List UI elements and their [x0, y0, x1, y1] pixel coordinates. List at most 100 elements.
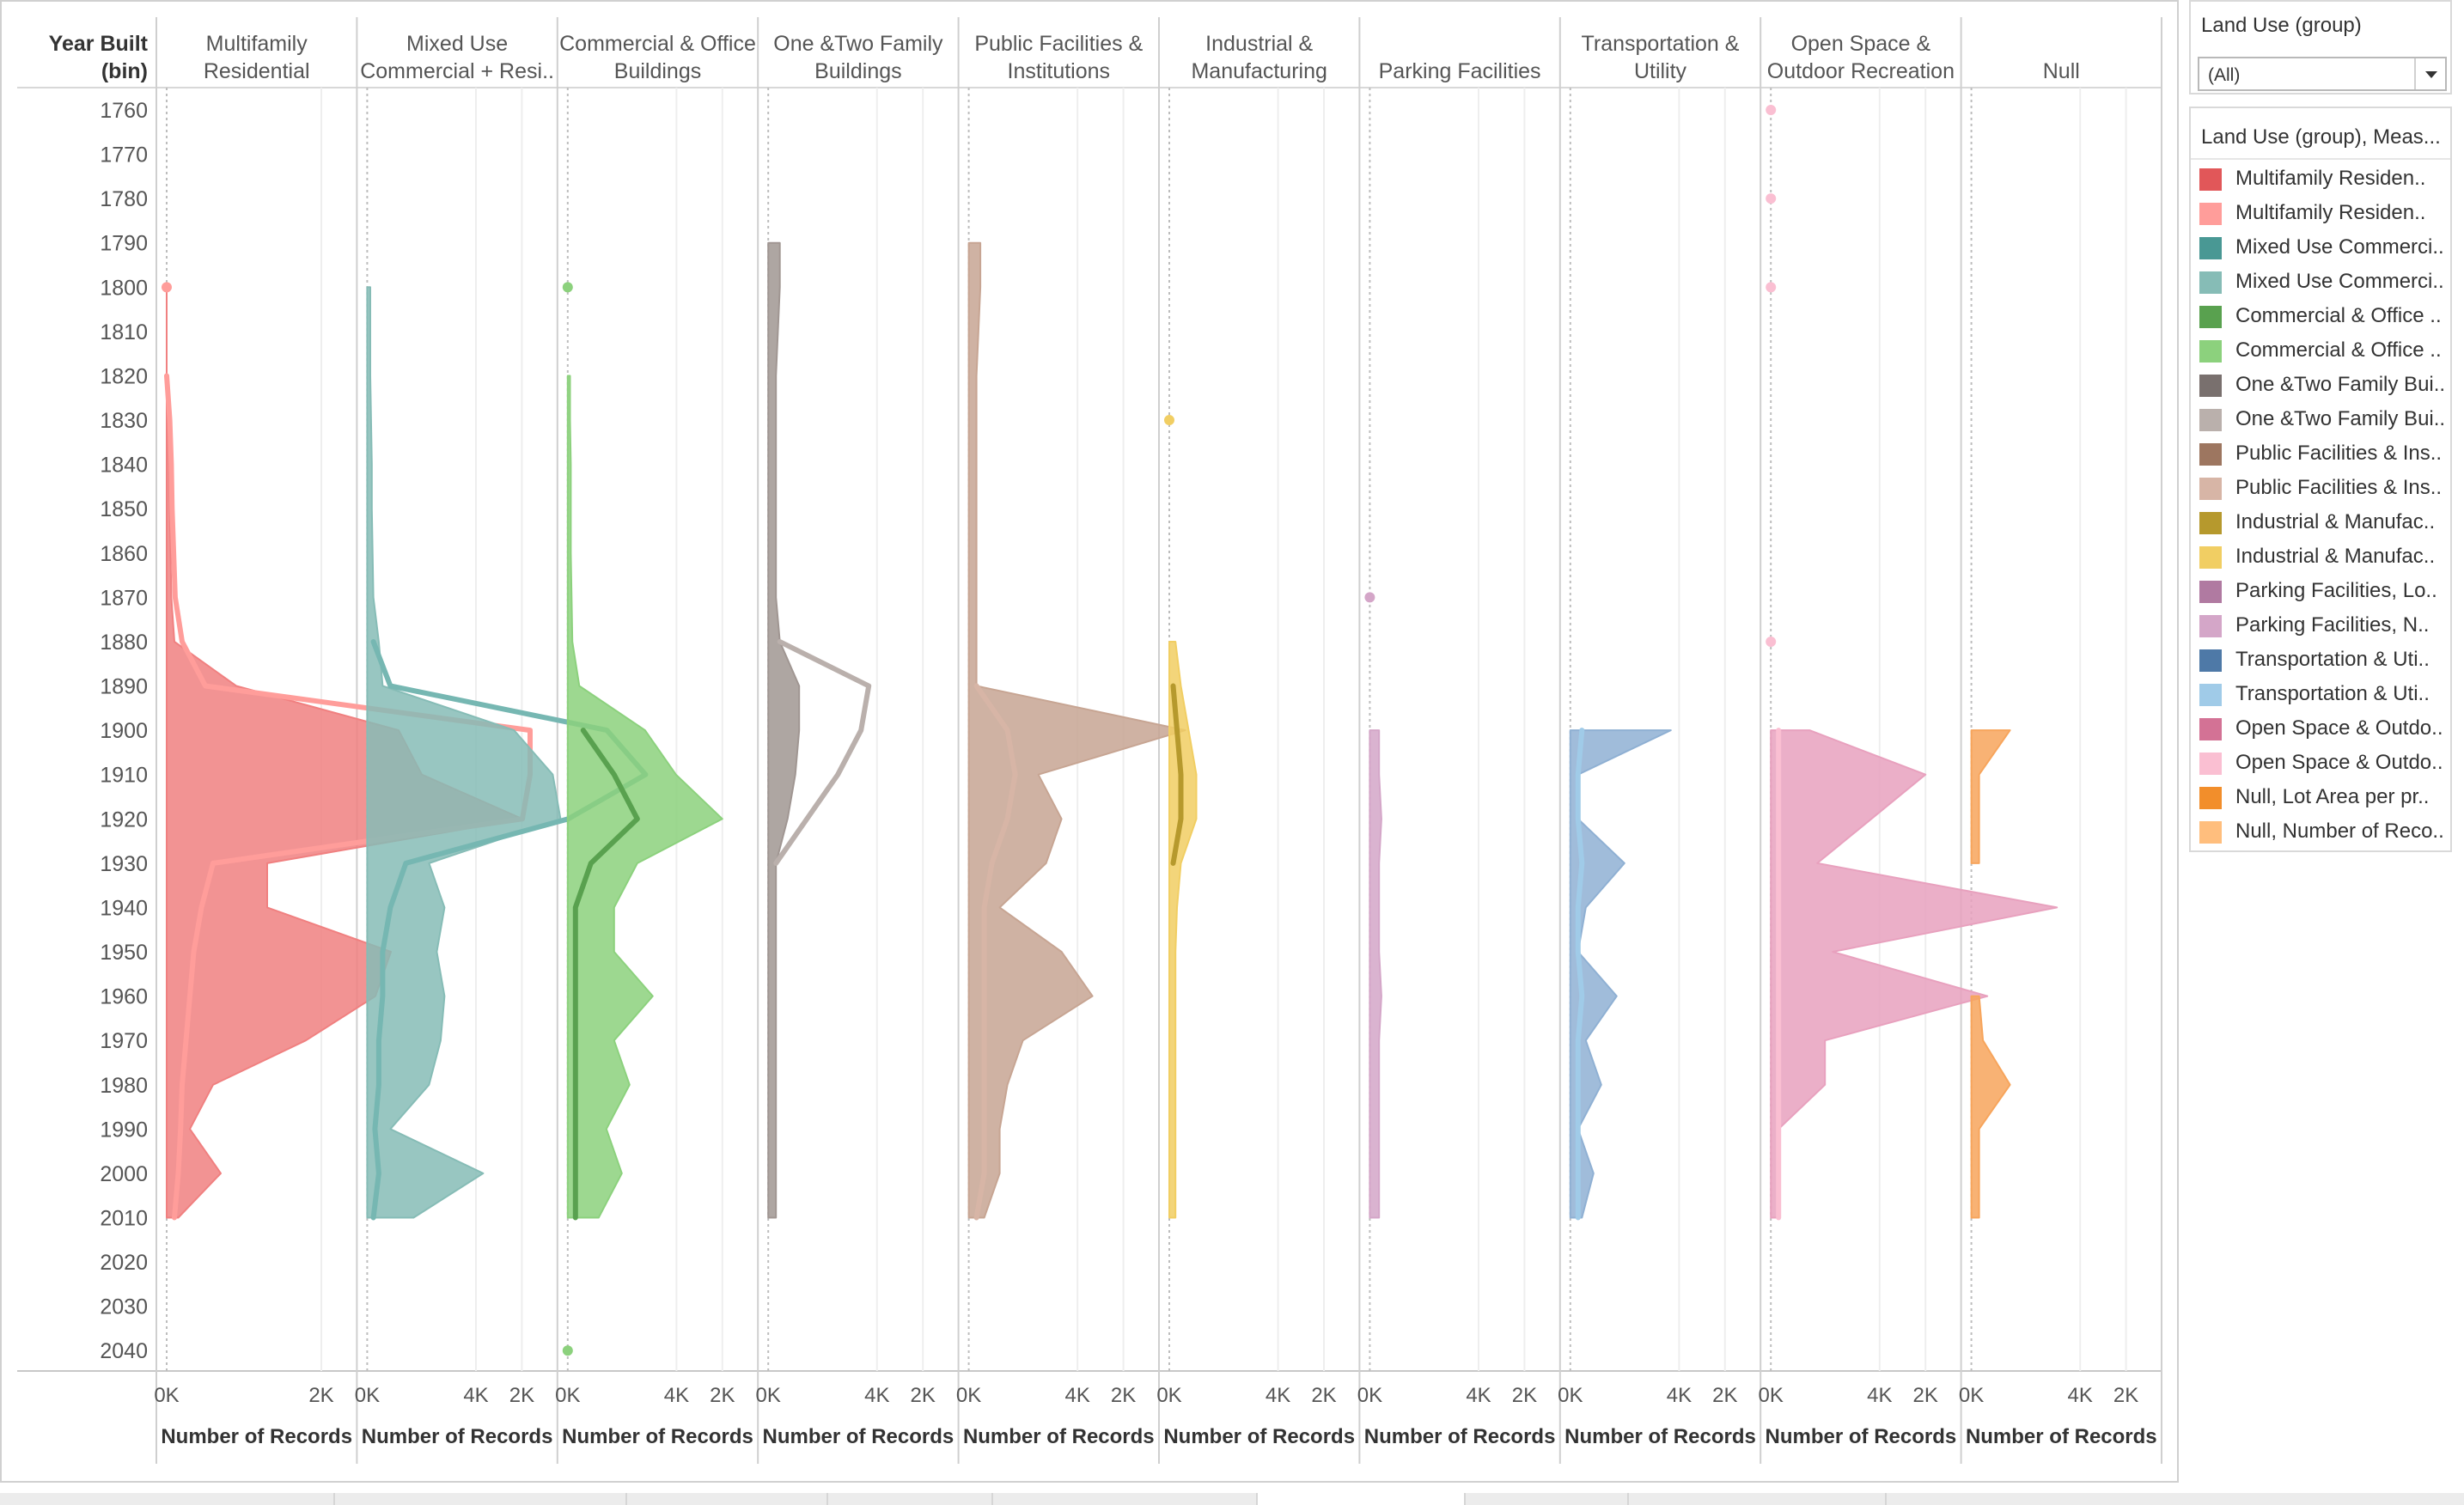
- y-tick-label: 1970: [100, 1029, 148, 1053]
- legend-swatch: [2199, 271, 2222, 294]
- x-tick-label: 0K: [1759, 1384, 1784, 1407]
- legend-label: Multifamily Residen..: [2235, 167, 2426, 190]
- chart-svg: Year Built (bin) 1760 1770 1780 1790 1800 1810 1…: [17, 17, 2162, 1464]
- legend-swatch: [2199, 443, 2222, 466]
- x-tick-label: 2K: [1712, 1384, 1737, 1407]
- data-point: [1766, 193, 1777, 204]
- x-axis-title: Number of Records: [161, 1425, 352, 1448]
- panel-title: Commercial + Resi..: [360, 59, 554, 83]
- legend-item[interactable]: Industrial & Manufac..: [2199, 541, 2449, 572]
- legend-label: Parking Facilities, Lo..: [2235, 579, 2437, 602]
- panel-title: Open Space &: [1791, 32, 1931, 56]
- legend-swatch: [2199, 168, 2222, 191]
- legend-label: Commercial & Office ..: [2235, 304, 2442, 327]
- data-point: [1364, 592, 1375, 603]
- x-tick-label: 2K: [1311, 1384, 1336, 1407]
- legend-item[interactable]: Multifamily Residen..: [2199, 198, 2449, 228]
- series-line: [973, 683, 1018, 1221]
- legend-swatch: [2199, 615, 2222, 637]
- legend-swatch: [2199, 581, 2222, 603]
- legend-item[interactable]: Parking Facilities, Lo..: [2199, 576, 2449, 606]
- legend-label: Public Facilities & Ins..: [2235, 476, 2443, 499]
- legend-item[interactable]: Public Facilities & Ins..: [2199, 438, 2449, 469]
- active-sheet-tab[interactable]: [1258, 1493, 1464, 1505]
- panel-title: Parking Facilities: [1379, 59, 1541, 83]
- y-tick-label: 1830: [100, 409, 148, 433]
- legend-item[interactable]: Commercial & Office ..: [2199, 301, 2449, 332]
- series-area: [566, 375, 723, 1219]
- legend-label: Transportation & Uti..: [2235, 648, 2430, 671]
- legend-item[interactable]: Transportation & Uti..: [2199, 644, 2449, 675]
- legend-swatch: [2199, 478, 2222, 500]
- chevron-down-icon[interactable]: [2414, 58, 2445, 89]
- y-tick-label: 1960: [100, 985, 148, 1009]
- x-tick-label: 0K: [1959, 1384, 1984, 1407]
- legend-item[interactable]: Open Space & Outdo..: [2199, 747, 2449, 778]
- legend-item[interactable]: Mixed Use Commerci..: [2199, 232, 2449, 263]
- y-tick-label: 1950: [100, 941, 148, 965]
- row-header-title: (bin): [101, 59, 148, 83]
- legend-title: Land Use (group), Meas...: [2201, 125, 2441, 149]
- legend-item[interactable]: Transportation & Uti..: [2199, 679, 2449, 710]
- legend-label: Commercial & Office ..: [2235, 338, 2442, 362]
- legend-item[interactable]: Mixed Use Commerci..: [2199, 266, 2449, 297]
- legend-label: Mixed Use Commerci..: [2235, 235, 2444, 259]
- y-tick-label: 1920: [100, 807, 148, 832]
- series-area: [767, 241, 801, 1219]
- data-point: [1164, 415, 1174, 426]
- legend-swatch: [2199, 306, 2222, 328]
- legend-swatch: [2199, 821, 2222, 844]
- panel-title: Public Facilities &: [974, 32, 1143, 56]
- legend-swatch: [2199, 684, 2222, 706]
- y-tick-label: 1810: [100, 320, 148, 344]
- series-area: [1168, 640, 1198, 1219]
- panel-title: Institutions: [1008, 59, 1111, 83]
- x-tick-label: 0K: [1357, 1384, 1382, 1407]
- y-tick-label: 1800: [100, 276, 148, 300]
- x-tick-label: 0K: [555, 1384, 580, 1407]
- y-tick-label: 1850: [100, 497, 148, 521]
- x-axis-title: Number of Records: [1966, 1425, 2157, 1448]
- legend-item[interactable]: Parking Facilities, N..: [2199, 610, 2449, 641]
- panel-title: Buildings: [814, 59, 901, 83]
- legend-label: One &Two Family Bui..: [2235, 373, 2446, 396]
- panel-title: Outdoor Recreation: [1767, 59, 1955, 83]
- x-tick-label: 2K: [1913, 1384, 1938, 1407]
- filter-title: Land Use (group): [2201, 14, 2362, 37]
- land-use-select[interactable]: (All): [2198, 57, 2447, 91]
- x-tick-label: 0K: [756, 1384, 781, 1407]
- x-tick-label: 4K: [1667, 1384, 1692, 1407]
- legend-label: One &Two Family Bui..: [2235, 407, 2446, 430]
- legend-item[interactable]: Open Space & Outdo..: [2199, 713, 2449, 744]
- legend-item[interactable]: Public Facilities & Ins..: [2199, 472, 2449, 503]
- y-tick-label: 1840: [100, 454, 148, 478]
- legend-divider: [2191, 158, 2450, 160]
- series-area: [967, 241, 1186, 1219]
- legend-item[interactable]: Commercial & Office ..: [2199, 335, 2449, 366]
- legend-swatch: [2199, 787, 2222, 809]
- series-area: [1970, 995, 2011, 1219]
- legend-item[interactable]: Null, Number of Reco..: [2199, 816, 2449, 847]
- legend-label: Mixed Use Commerci..: [2235, 270, 2444, 293]
- legend-swatch: [2199, 649, 2222, 672]
- land-use-filter: Land Use (group) (All): [2189, 0, 2452, 94]
- legend-item[interactable]: Multifamily Residen..: [2199, 163, 2449, 194]
- x-axis-title: Number of Records: [1564, 1425, 1756, 1448]
- x-tick-label: 2K: [1512, 1384, 1537, 1407]
- legend-item[interactable]: Null, Lot Area per pr..: [2199, 782, 2449, 813]
- x-tick-label: 2K: [509, 1384, 534, 1407]
- legend-swatch: [2199, 203, 2222, 225]
- legend-label: Industrial & Manufac..: [2235, 545, 2436, 568]
- sheet-tab-strip: [0, 1493, 2464, 1505]
- legend-swatch: [2199, 512, 2222, 534]
- y-tick-label: 1940: [100, 896, 148, 920]
- legend-swatch: [2199, 718, 2222, 740]
- y-tick-label: 1860: [100, 542, 148, 566]
- x-tick-label: 0K: [154, 1384, 179, 1407]
- legend-label: Open Space & Outdo..: [2235, 716, 2443, 740]
- legend-item[interactable]: Industrial & Manufac..: [2199, 507, 2449, 538]
- series-line: [773, 639, 872, 866]
- legend-item[interactable]: One &Two Family Bui..: [2199, 404, 2449, 435]
- legend-item[interactable]: One &Two Family Bui..: [2199, 369, 2449, 400]
- y-tick-label: 1760: [100, 99, 148, 123]
